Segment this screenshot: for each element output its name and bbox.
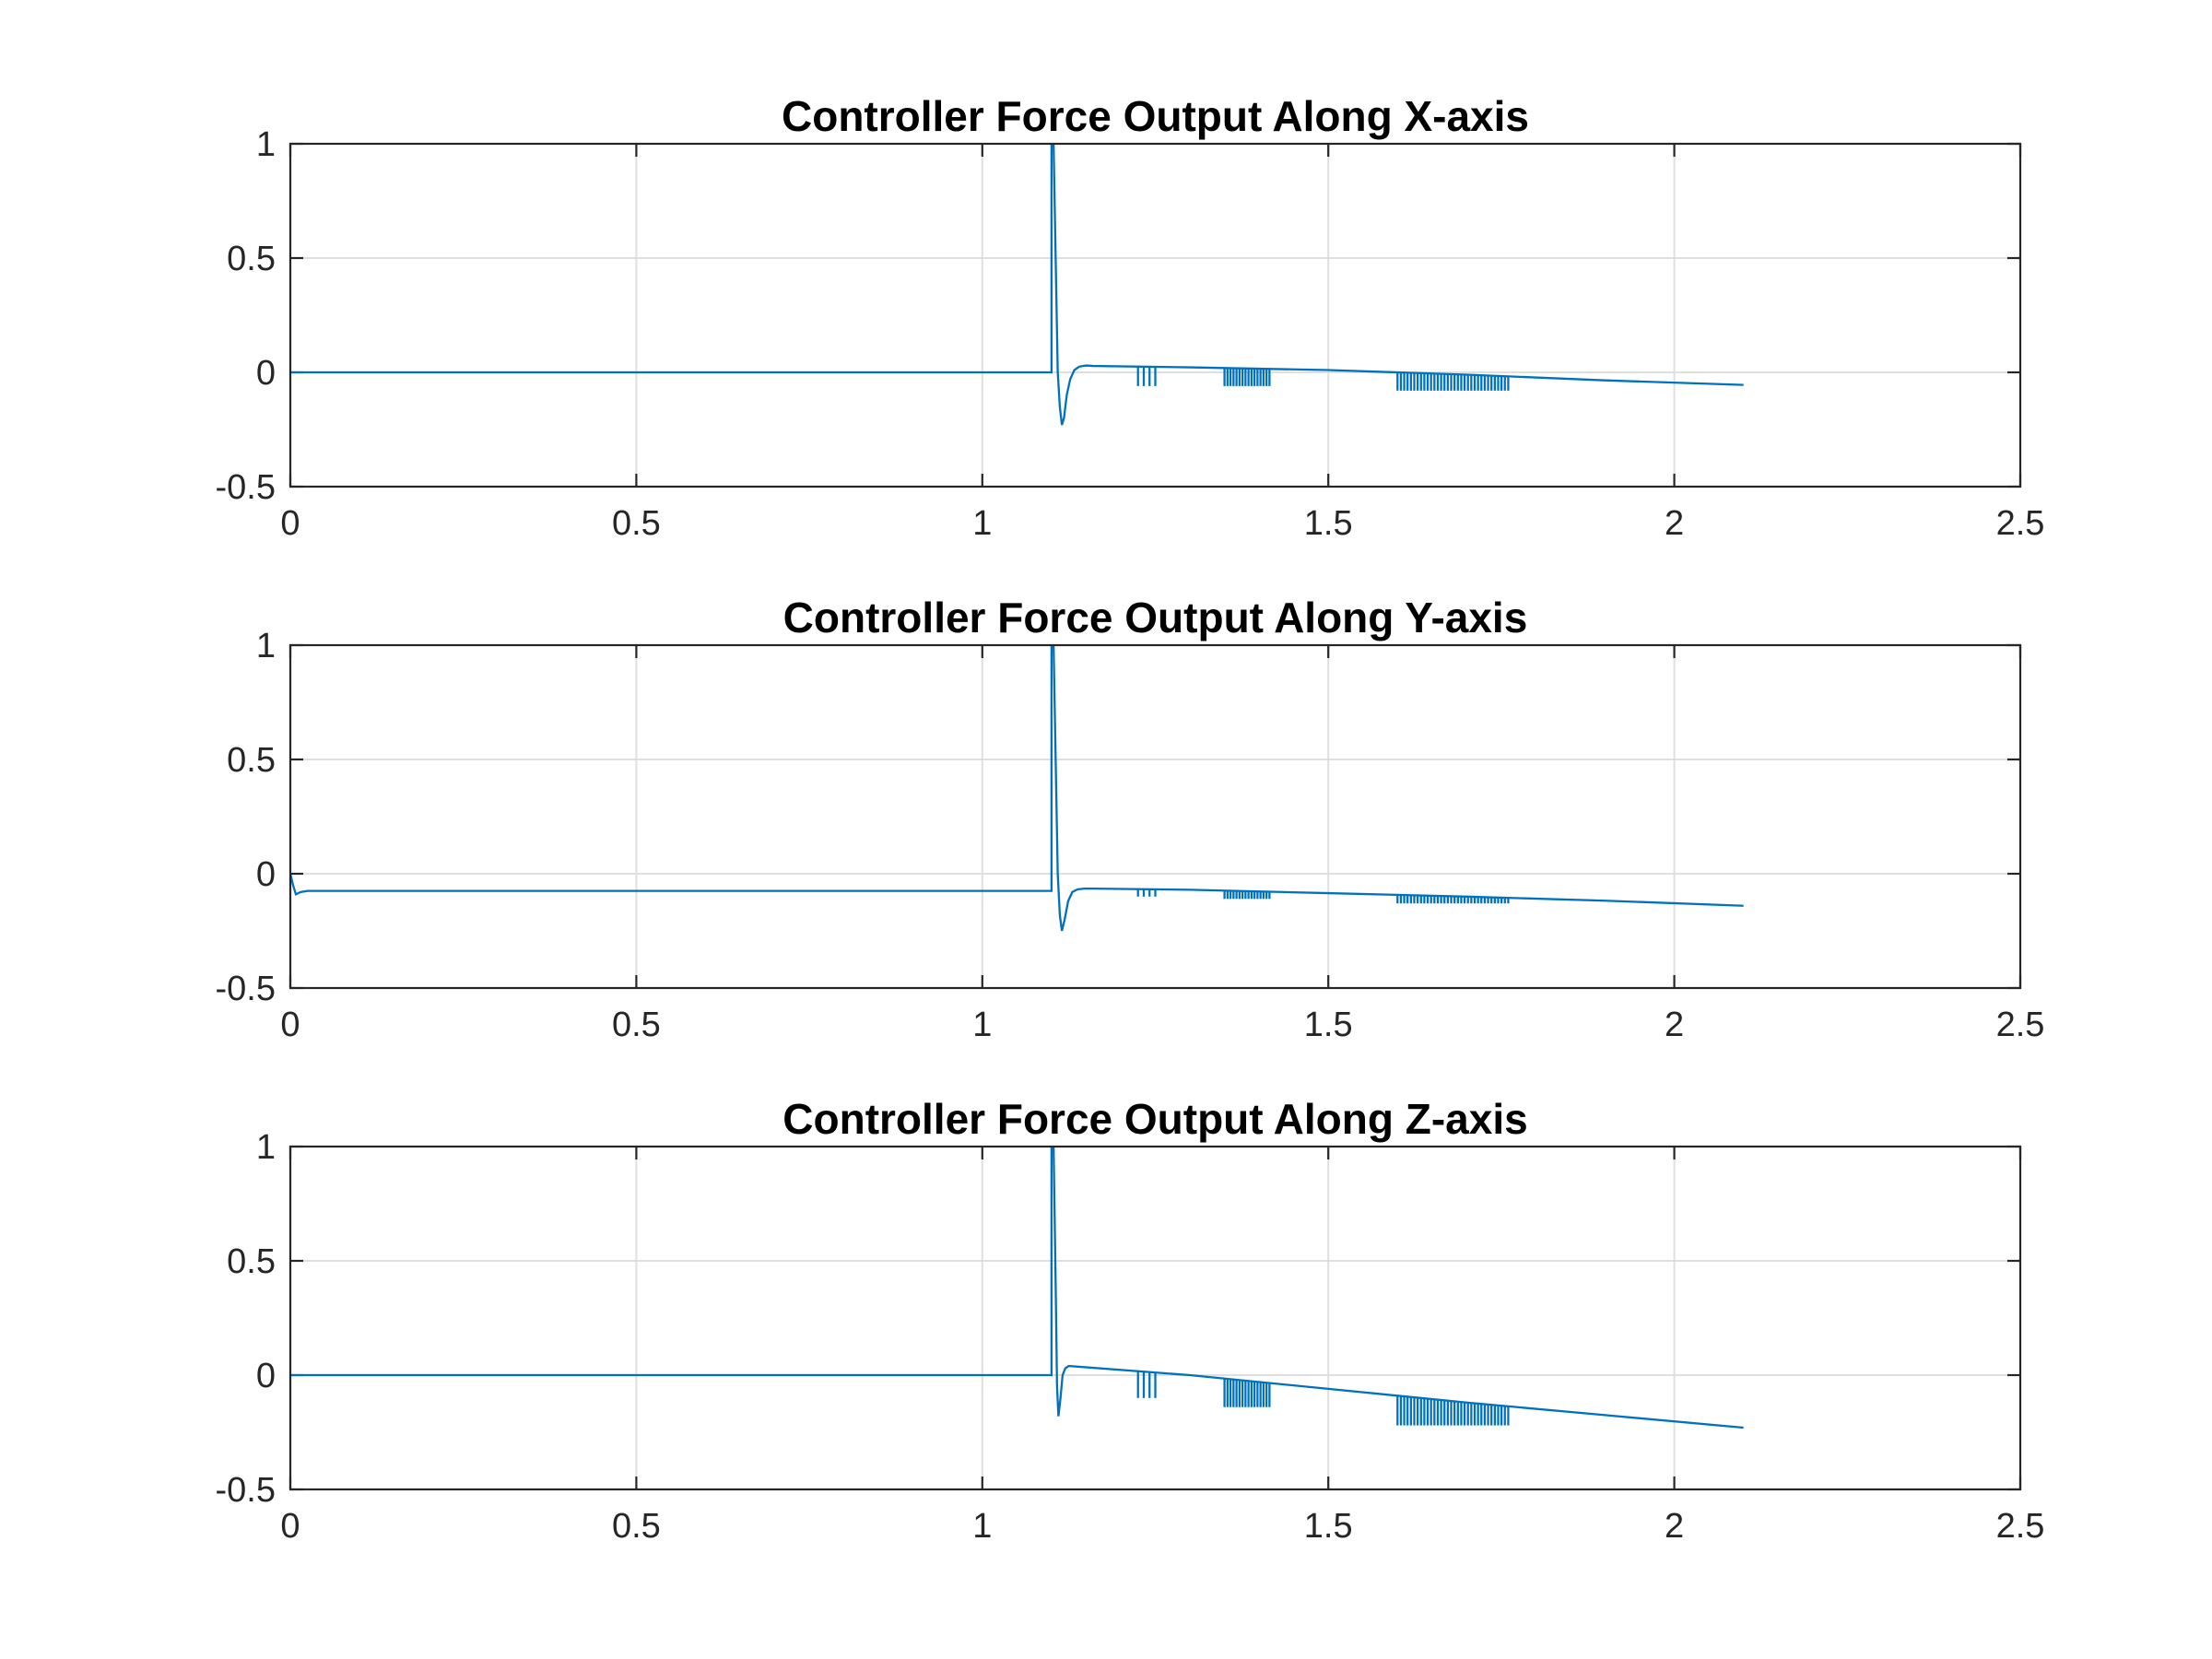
- x-tick-label: 0.5: [612, 1006, 661, 1044]
- x-tick-label: 2: [1665, 504, 1684, 543]
- y-tick-label: 0.5: [227, 741, 276, 780]
- x-tick-label: 0: [280, 1006, 300, 1044]
- x-tick-label: 1: [972, 1507, 992, 1546]
- axes-box: [288, 142, 2022, 488]
- y-tick-label: 0.5: [227, 1242, 276, 1281]
- data-layer: [290, 144, 1744, 426]
- x-tick-label: 2.5: [1996, 504, 2045, 543]
- x-tick-label: 0: [280, 1507, 300, 1546]
- series-line: [290, 645, 1744, 932]
- y-tick-label: 0: [256, 855, 276, 894]
- x-tick-label: 1.5: [1304, 1006, 1353, 1044]
- x-tick-label: 1: [972, 504, 992, 543]
- y-tick-label: -0.5: [216, 970, 276, 1008]
- chart-title: Controller Force Output Along Z-axis: [782, 1095, 1527, 1143]
- x-tick-label: 0.5: [612, 1507, 661, 1546]
- chart-title: Controller Force Output Along Y-axis: [783, 594, 1528, 641]
- x-tick-label: 2.5: [1996, 1006, 2045, 1044]
- x-tick-label: 1: [972, 1006, 992, 1044]
- x-tick-label: 2.5: [1996, 1507, 2045, 1546]
- x-tick-label: 1.5: [1304, 504, 1353, 543]
- axes-box: [288, 643, 2022, 990]
- y-tick-label: 1: [256, 125, 276, 164]
- x-tick-label: 0.5: [612, 504, 661, 543]
- data-layer: [290, 645, 1744, 932]
- series-line: [290, 144, 1744, 426]
- axes-box: [288, 1145, 2022, 1491]
- x-tick-label: 2: [1665, 1006, 1684, 1044]
- series-line: [290, 1147, 1744, 1430]
- y-tick-label: -0.5: [216, 468, 276, 507]
- y-tick-label: 0: [256, 1357, 276, 1395]
- y-tick-label: 1: [256, 627, 276, 665]
- y-tick-label: -0.5: [216, 1471, 276, 1510]
- x-tick-label: 0: [280, 504, 300, 543]
- chart-title: Controller Force Output Along X-axis: [782, 92, 1529, 140]
- x-tick-label: 1.5: [1304, 1507, 1353, 1546]
- y-tick-label: 0.5: [227, 240, 276, 278]
- y-tick-label: 0: [256, 354, 276, 393]
- data-layer: [290, 1147, 1744, 1430]
- x-tick-label: 2: [1665, 1507, 1684, 1546]
- y-tick-label: 1: [256, 1128, 276, 1167]
